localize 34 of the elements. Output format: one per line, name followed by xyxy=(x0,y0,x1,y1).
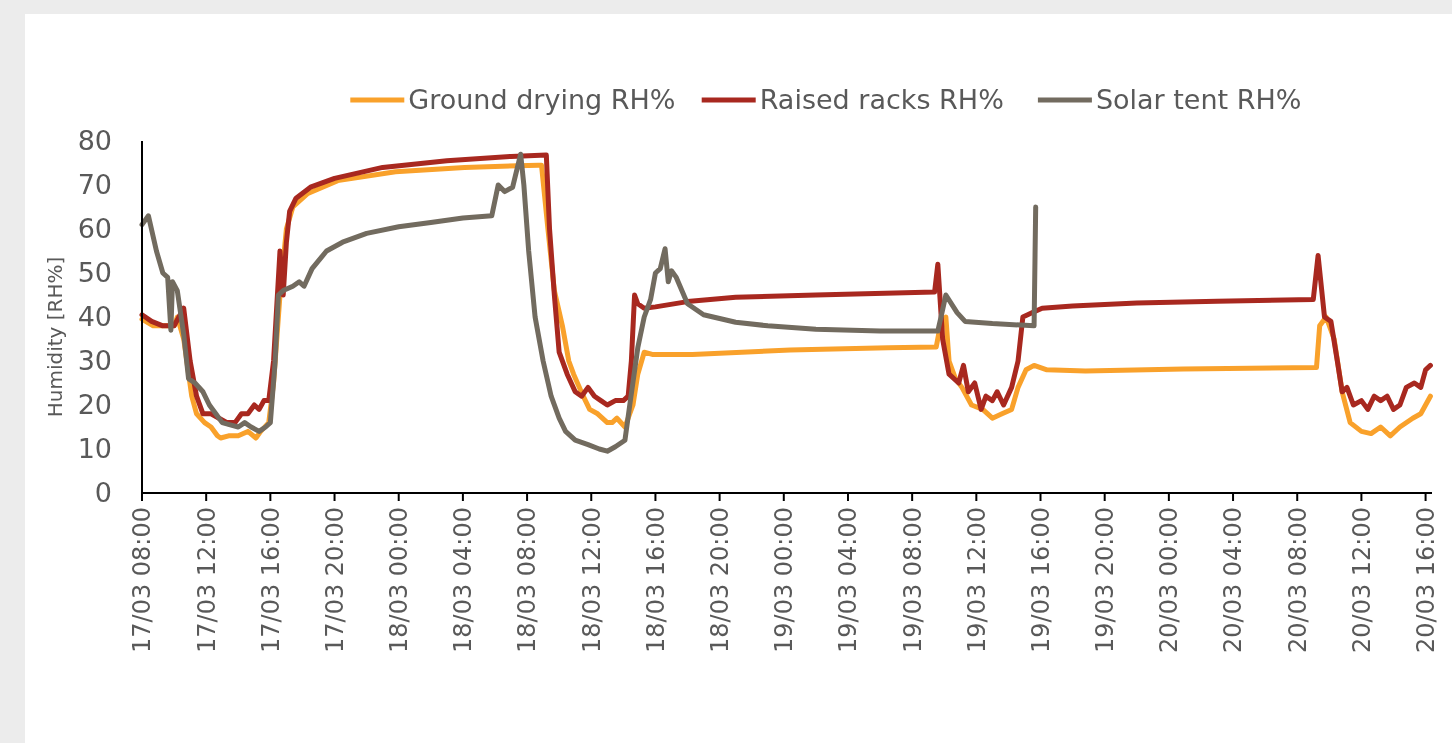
x-tick-label: 17/03 20:00 xyxy=(320,507,349,653)
y-axis-title: Humidity [RH%] xyxy=(43,256,67,418)
x-tick-label: 17/03 12:00 xyxy=(192,507,221,653)
y-tick-label: 0 xyxy=(94,477,112,509)
y-tick-label: 80 xyxy=(77,125,112,157)
x-tick-label: 18/03 08:00 xyxy=(513,507,542,653)
x-tick-label: 19/03 16:00 xyxy=(1026,507,1055,653)
y-tick-label: 70 xyxy=(77,169,112,201)
legend-label: Solar tent RH% xyxy=(1095,84,1302,116)
x-tick-label: 20/03 12:00 xyxy=(1347,507,1376,653)
x-tick-label: 19/03 20:00 xyxy=(1091,507,1120,653)
legend-label: Ground drying RH% xyxy=(408,84,676,116)
y-tick-label: 20 xyxy=(77,389,112,421)
x-tick-label: 20/03 08:00 xyxy=(1283,507,1312,653)
y-tick-label: 50 xyxy=(77,257,112,289)
y-tick-label: 30 xyxy=(77,345,112,377)
x-tick-label: 19/03 08:00 xyxy=(898,507,927,653)
x-tick-label: 20/03 04:00 xyxy=(1219,507,1248,653)
y-tick-label: 40 xyxy=(77,301,112,333)
x-tick-label: 20/03 00:00 xyxy=(1155,507,1184,653)
x-tick-label: 18/03 00:00 xyxy=(385,507,414,653)
x-tick-label: 17/03 16:00 xyxy=(256,507,285,653)
y-tick-label: 10 xyxy=(77,433,112,465)
x-tick-label: 20/03 16:00 xyxy=(1411,507,1440,653)
x-tick-label: 18/03 16:00 xyxy=(641,507,670,653)
x-tick-label: 17/03 08:00 xyxy=(128,507,157,653)
legend-label: Raised racks RH% xyxy=(759,84,1004,116)
x-tick-label: 18/03 04:00 xyxy=(449,507,478,653)
y-tick-label: 60 xyxy=(77,213,112,245)
x-tick-label: 19/03 12:00 xyxy=(962,507,991,653)
x-tick-label: 19/03 00:00 xyxy=(770,507,799,653)
x-tick-label: 18/03 20:00 xyxy=(706,507,735,653)
x-tick-label: 18/03 12:00 xyxy=(577,507,606,653)
x-tick-label: 19/03 04:00 xyxy=(834,507,863,653)
